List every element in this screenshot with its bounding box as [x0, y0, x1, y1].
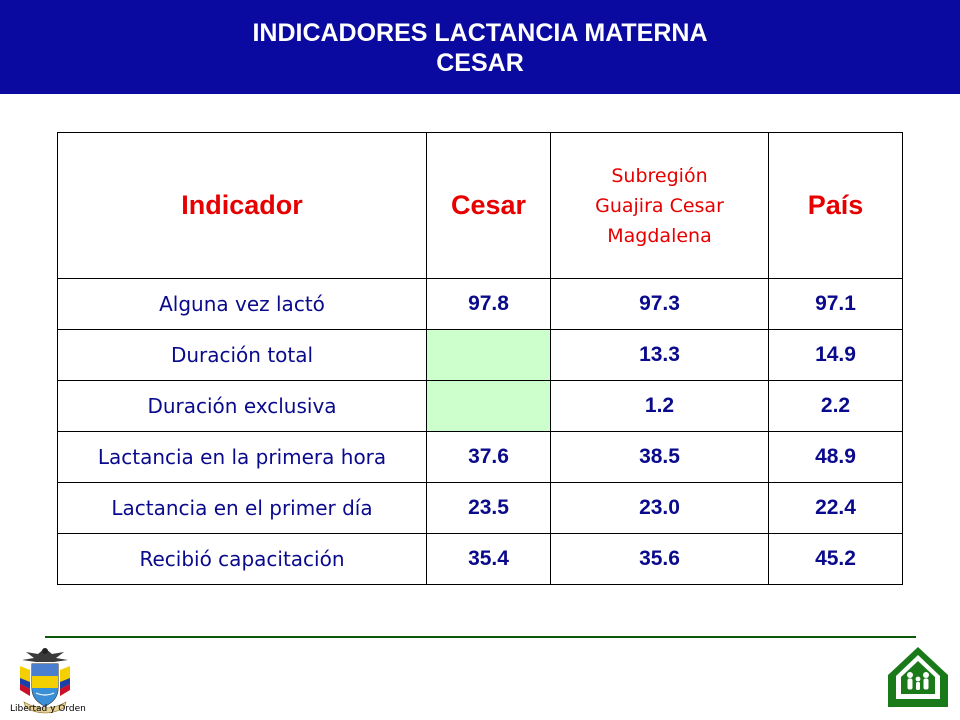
table-row: Lactancia en el primer día 23.5 23.0 22.… [57, 482, 903, 534]
subregion-line: Subregión [611, 164, 708, 187]
subregion-cell: 1.2 [550, 380, 769, 432]
cesar-cell: 97.8 [426, 278, 551, 330]
page-title: INDICADORES LACTANCIA MATERNA [252, 19, 708, 47]
indicator-cell: Recibió capacitación [57, 533, 427, 585]
subregion-cell: 35.6 [550, 533, 769, 585]
cesar-cell-empty [426, 380, 551, 432]
cesar-cell: 37.6 [426, 431, 551, 483]
column-header-pais: País [768, 132, 903, 279]
table-row: Duración total 13.3 14.9 [57, 329, 903, 381]
indicator-cell: Alguna vez lactó [57, 278, 427, 330]
cesar-cell: 35.4 [426, 533, 551, 585]
indicator-cell: Duración exclusiva [57, 380, 427, 432]
column-header-subregion: Subregión Guajira Cesar Magdalena [550, 132, 769, 279]
subregion-cell: 23.0 [550, 482, 769, 534]
family-house-logo-icon [888, 647, 948, 707]
page-subtitle: CESAR [436, 49, 524, 77]
pais-cell: 97.1 [768, 278, 903, 330]
subregion-cell: 38.5 [550, 431, 769, 483]
pais-cell: 2.2 [768, 380, 903, 432]
table-row: Duración exclusiva 1.2 2.2 [57, 380, 903, 432]
table-row: Recibió capacitación 35.4 35.6 45.2 [57, 533, 903, 585]
subregion-cell: 97.3 [550, 278, 769, 330]
cesar-cell: 23.5 [426, 482, 551, 534]
table-header-row: Indicador Cesar Subregión Guajira Cesar … [57, 132, 903, 279]
pais-cell: 14.9 [768, 329, 903, 381]
column-header-indicador: Indicador [57, 132, 427, 279]
table-row: Alguna vez lactó 97.8 97.3 97.1 [57, 278, 903, 330]
subregion-line: Guajira Cesar [595, 194, 724, 217]
pais-cell: 22.4 [768, 482, 903, 534]
indicator-cell: Lactancia en la primera hora [57, 431, 427, 483]
subregion-cell: 13.3 [550, 329, 769, 381]
cesar-cell-empty [426, 329, 551, 381]
shield-caption: Libertad y Orden [10, 704, 86, 714]
column-header-cesar: Cesar [426, 132, 551, 279]
table-row: Lactancia en la primera hora 37.6 38.5 4… [57, 431, 903, 483]
indicator-cell: Duración total [57, 329, 427, 381]
title-banner: INDICADORES LACTANCIA MATERNA CESAR [0, 0, 960, 94]
colombia-coat-of-arms-icon [20, 648, 70, 714]
indicator-cell: Lactancia en el primer día [57, 482, 427, 534]
pais-cell: 48.9 [768, 431, 903, 483]
indicators-table: Indicador Cesar Subregión Guajira Cesar … [57, 132, 903, 585]
footer-divider [45, 636, 916, 638]
subregion-line: Magdalena [607, 224, 712, 247]
pais-cell: 45.2 [768, 533, 903, 585]
